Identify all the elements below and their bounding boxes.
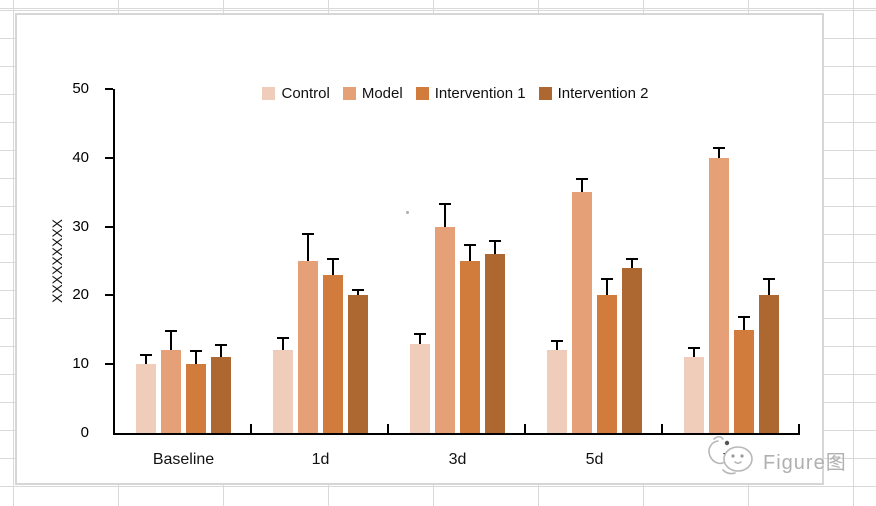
chart-legend: Control Model Intervention 1 Intervention 2: [113, 85, 798, 102]
legend-swatch: [262, 87, 276, 100]
legend-swatch: [415, 87, 429, 100]
category-label: 5d: [585, 451, 604, 468]
legend-label: Intervention 1: [434, 85, 526, 102]
error-bar-cap: [352, 288, 364, 291]
error-bar-whisker: [693, 347, 695, 358]
y-tick-label: 10: [72, 355, 89, 373]
error-bar-whisker: [768, 278, 770, 296]
error-bar-cap: [763, 278, 775, 281]
error-bar-whisker: [606, 278, 608, 296]
error-bar-cap: [713, 147, 725, 150]
legend-swatch: [342, 87, 356, 100]
category-label: 7d: [722, 451, 741, 468]
error-bar-cap: [576, 178, 588, 181]
error-bar-cap: [190, 350, 202, 353]
error-bar-cap: [738, 316, 750, 319]
error-bar-whisker: [718, 147, 720, 158]
legend-item: Intervention 1: [415, 85, 526, 102]
y-tick-label: 50: [72, 80, 89, 97]
category-label: 3d: [448, 451, 467, 468]
bar: [435, 226, 455, 433]
error-bar-whisker: [195, 350, 197, 365]
error-bar-whisker: [307, 233, 309, 261]
bar: [734, 329, 754, 433]
x-axis-tick: [387, 424, 389, 433]
legend-label: Control: [281, 85, 330, 102]
error-bar-whisker: [282, 336, 284, 351]
error-bar-whisker: [631, 257, 633, 268]
error-bar-cap: [551, 340, 563, 343]
legend-item: Model: [342, 85, 403, 102]
error-bar-cap: [327, 257, 339, 260]
error-bar-cap: [165, 329, 177, 332]
x-axis-tick: [661, 424, 663, 433]
bar: [161, 350, 181, 433]
error-bar-cap: [626, 257, 638, 260]
bar: [597, 295, 617, 433]
legend-swatch: [538, 87, 552, 100]
y-tick-label: 0: [80, 424, 89, 441]
legend-label: Model: [361, 85, 403, 102]
error-bar-whisker: [145, 353, 147, 365]
error-bar-cap: [414, 333, 426, 336]
error-bar-whisker: [170, 329, 172, 351]
bar: [759, 295, 779, 433]
bar: [323, 274, 343, 433]
x-axis-tick: [250, 424, 252, 433]
y-axis-tick: [105, 363, 113, 366]
chart-card[interactable]: Control Model Intervention 1 Intervention 2…: [15, 13, 824, 485]
y-axis-tick: [105, 156, 113, 159]
error-bar-whisker: [581, 178, 583, 193]
error-bar-cap: [601, 278, 613, 281]
bar: [547, 350, 567, 433]
bar: [186, 364, 206, 433]
speck: [406, 211, 409, 214]
error-bar-cap: [302, 233, 314, 236]
error-bar-whisker: [556, 340, 558, 351]
plot-area: 0 10 20 30 40 50 Baseline 1d 3d 5d 7d: [72, 80, 800, 468]
legend-item: Control: [262, 85, 330, 102]
bar: [273, 350, 293, 433]
legend-label: Intervention 2: [557, 85, 649, 102]
error-bar-cap: [489, 240, 501, 243]
y-axis-tick: [105, 88, 113, 90]
bar: [211, 357, 231, 433]
error-bar-cap: [215, 343, 227, 346]
error-bar-cap: [140, 353, 152, 356]
y-tick-label: 40: [72, 148, 89, 166]
bar: [348, 295, 368, 433]
error-bar-whisker: [332, 257, 334, 275]
bar: [136, 364, 156, 433]
bar: [460, 261, 480, 433]
error-bar-cap: [464, 243, 476, 246]
bar: [684, 357, 704, 433]
error-bar-whisker: [469, 243, 471, 261]
x-axis-tick: [798, 424, 800, 433]
error-bar-whisker: [220, 343, 222, 358]
y-axis-tick: [105, 294, 113, 297]
error-bar-cap: [688, 347, 700, 349]
bar: [298, 261, 318, 433]
legend-item: Intervention 2: [538, 85, 649, 102]
bar: [572, 192, 592, 433]
y-axis-tick: [105, 225, 113, 228]
error-bar-whisker: [444, 202, 446, 227]
category-label: Baseline: [152, 451, 215, 468]
error-bar-whisker: [357, 288, 359, 296]
bar: [485, 254, 505, 433]
bar: [709, 157, 729, 433]
y-tick-label: 30: [72, 217, 89, 235]
bar: [622, 267, 642, 433]
error-bar-whisker: [494, 240, 496, 255]
error-bar-whisker: [743, 316, 745, 330]
bar: [410, 343, 430, 433]
error-bar-cap: [277, 336, 289, 339]
category-label: 1d: [311, 451, 330, 468]
error-bar-whisker: [419, 333, 421, 344]
y-tick-label: 20: [72, 286, 89, 304]
error-bar-cap: [439, 202, 451, 205]
x-axis-tick: [524, 424, 526, 433]
